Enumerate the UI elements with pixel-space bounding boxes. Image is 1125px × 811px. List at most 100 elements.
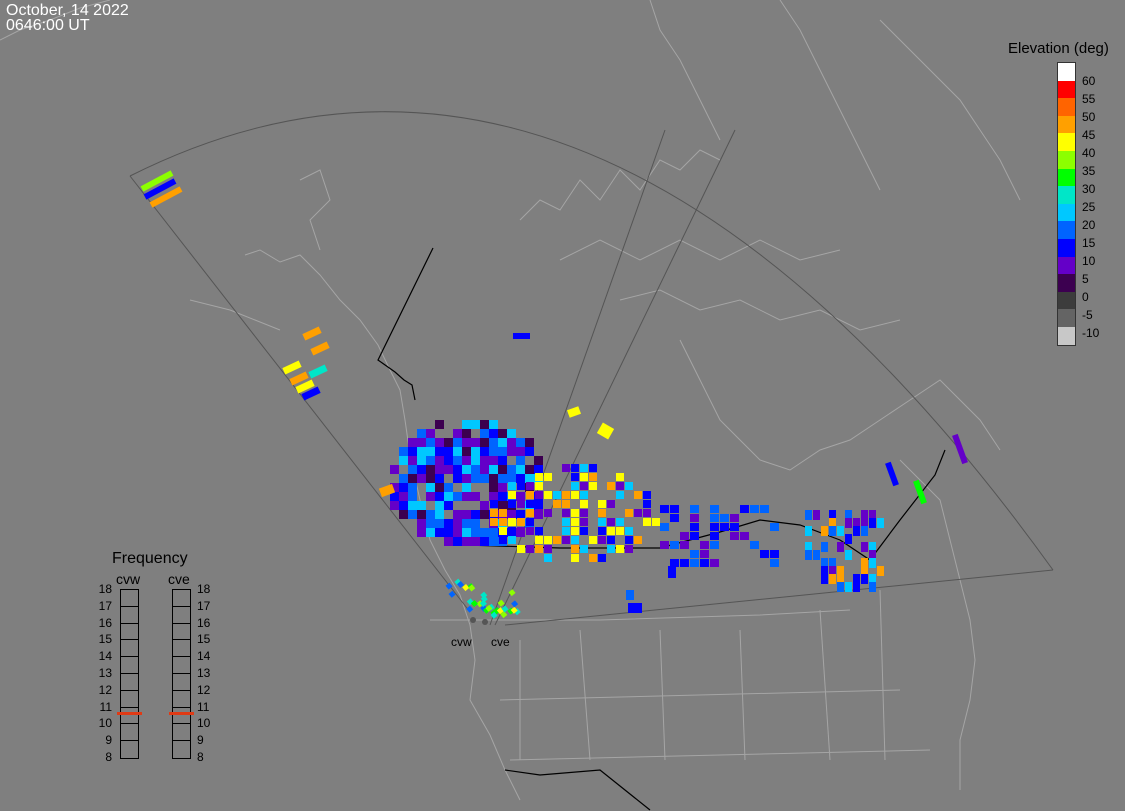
echo-cell [507, 429, 516, 438]
frequency-label-cve: cve [168, 571, 190, 587]
frequency-tick-label: 15 [98, 632, 112, 647]
echo-cell [417, 528, 426, 537]
echo-cell [571, 527, 579, 535]
echo-cell [462, 519, 471, 528]
frequency-label-cvw: cvw [116, 571, 141, 587]
echo-cell [607, 482, 615, 490]
legend-swatch [1058, 291, 1075, 310]
echo-cell [508, 518, 516, 526]
frequency-tick-label: 16 [98, 615, 112, 630]
legend-swatch [1058, 309, 1075, 327]
echo-cell [562, 536, 570, 544]
echo-cell [444, 537, 453, 546]
echo-cell [444, 528, 453, 537]
echo-cell [408, 465, 417, 474]
frequency-cell [173, 691, 190, 708]
echo-cell [625, 482, 633, 490]
echo-cell [544, 491, 552, 499]
echo-cell [607, 500, 615, 508]
echo-cell [517, 500, 525, 508]
echo-cell [700, 559, 709, 567]
echo-cell [408, 438, 417, 447]
echo-cell [489, 483, 498, 492]
echo-cell [489, 438, 498, 447]
echo-cell [837, 582, 844, 592]
echo-cell [498, 456, 507, 465]
echo-cell [535, 500, 543, 508]
echo-cell [829, 526, 836, 536]
echo-cell [861, 574, 868, 584]
echo-cell [462, 537, 471, 546]
echo-cell [571, 482, 579, 490]
echo-cell [507, 447, 516, 456]
legend-swatch [1058, 186, 1075, 204]
echo-cell [700, 550, 709, 558]
echo-cell [471, 528, 480, 537]
echo-cell [516, 447, 525, 456]
echo-cell [670, 514, 679, 522]
echo-cell [760, 550, 769, 558]
echo-cell [853, 518, 860, 528]
echo-cell [869, 558, 876, 568]
echo-cell [680, 532, 689, 540]
frequency-tick-label: 9 [105, 733, 112, 748]
frequency-cell [173, 741, 190, 758]
echo-cell [869, 550, 876, 560]
echo-cell [535, 536, 543, 544]
echo-cell [489, 465, 498, 474]
echo-cell [453, 528, 462, 537]
echo-cell [408, 474, 417, 483]
echo-cell [853, 582, 860, 592]
frequency-cell [121, 590, 138, 607]
frequency-title: Frequency [112, 550, 188, 567]
echo-cell [490, 500, 498, 508]
echo-cell [435, 528, 444, 537]
echo-cell [634, 536, 642, 544]
elevation-color-bar [1057, 62, 1076, 346]
echo-cell [861, 518, 868, 528]
legend-swatch [1058, 274, 1075, 292]
echo-cell [507, 465, 516, 474]
echo-cell [607, 527, 615, 535]
echo-cell [598, 518, 606, 526]
echo-cell [607, 545, 615, 553]
echo-cell [302, 326, 322, 341]
echo-cell [730, 523, 739, 531]
echo-cell [690, 550, 699, 558]
echo-cell [553, 500, 561, 508]
echo-cell [426, 438, 435, 447]
echo-cell [507, 438, 516, 447]
echo-cell [680, 559, 689, 567]
echo-cell [690, 559, 699, 567]
frequency-cell [173, 590, 190, 607]
frequency-tick-label: 13 [197, 666, 211, 680]
site-label-cve: cve [491, 635, 510, 649]
echo-cell [750, 541, 759, 549]
echo-cell [861, 526, 868, 536]
echo-cell [462, 483, 471, 492]
echo-cell [426, 510, 435, 519]
echo-cell [750, 505, 759, 513]
legend-swatch [1058, 203, 1075, 222]
frequency-tick-label: 13 [98, 666, 112, 680]
echo-cell [690, 505, 699, 513]
echo-cell [553, 491, 561, 499]
echo-cell [417, 438, 426, 447]
echo-cell [480, 528, 489, 537]
coastlines [0, 0, 1021, 801]
echo-cell [426, 465, 435, 474]
echo-cell [813, 510, 820, 520]
echo-cell [526, 518, 534, 526]
legend-swatch [1058, 80, 1075, 99]
echo-cell [598, 554, 606, 562]
elevation-labels: 60 55 50 45 40 35 30 25 20 15 10 5 0 -5 -10 [1082, 72, 1099, 342]
echo-cell [390, 492, 399, 501]
echo-cell [417, 501, 426, 510]
echo-cell [453, 519, 462, 528]
echo-cell [498, 492, 507, 501]
echo-cell [517, 482, 525, 490]
echo-cell [526, 500, 534, 508]
echo-cell [466, 605, 474, 613]
echo-cell [571, 464, 579, 472]
